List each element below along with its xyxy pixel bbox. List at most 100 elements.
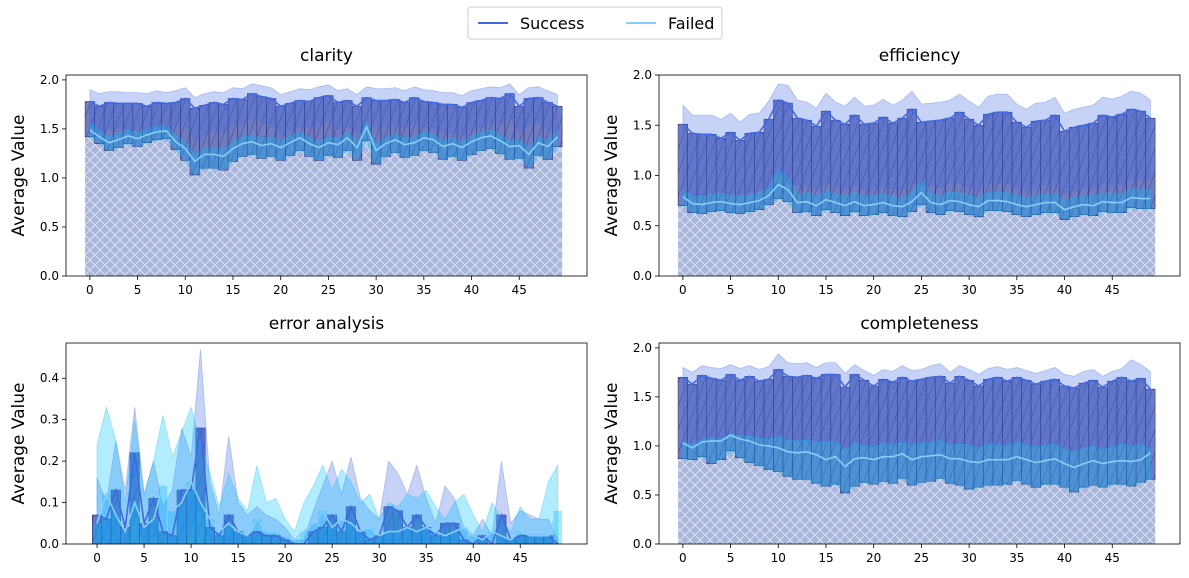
success-bar-hatch [101, 519, 112, 544]
failed-bar [365, 527, 374, 544]
success-bar-hatch [419, 101, 429, 151]
x-tick-label: 30 [961, 551, 976, 565]
success-bar-hatch [993, 377, 1003, 486]
success-bar-hatch [323, 95, 334, 156]
y-tick-label: 0.2 [40, 454, 59, 468]
y-tick-label: 2.0 [633, 341, 652, 355]
success-band [89, 83, 558, 141]
success-bar-hatch [346, 506, 356, 544]
failed-bar [431, 531, 440, 544]
success-bar-hatch [85, 101, 95, 137]
legend-frame [467, 6, 723, 40]
success-bar-hatch [1107, 381, 1117, 485]
success-bar-hatch [802, 120, 812, 212]
success-bar-hatch [1012, 377, 1022, 481]
success-bar-hatch [449, 523, 460, 544]
success-bar-hatch [308, 531, 318, 544]
y-tick-label: 1.5 [633, 390, 652, 404]
failed-bar [158, 486, 168, 544]
failed-bar [403, 527, 412, 544]
x-tick-label: 5 [727, 283, 735, 297]
failed-bar [393, 531, 403, 544]
success-bar-hatch [859, 380, 869, 483]
success-bar-hatch [1059, 386, 1070, 488]
failed-bar [177, 502, 186, 544]
success-bar-hatch [237, 99, 248, 157]
failed-line [682, 434, 1151, 469]
failed-bar [450, 531, 459, 544]
failed-bar [534, 535, 544, 544]
x-tick-label: 35 [416, 283, 431, 297]
success-bar-hatch [186, 490, 196, 544]
failed-bar [92, 523, 102, 544]
success-bar-hatch [983, 114, 993, 211]
x-tick-label: 35 [1009, 551, 1024, 565]
success-bar-hatch [1097, 115, 1108, 212]
success-bar-hatch [916, 122, 927, 205]
success-bar-hatch [792, 377, 803, 480]
success-bar-hatch [421, 527, 431, 544]
success-bar-hatch [907, 109, 917, 212]
success-bar-hatch [1107, 117, 1117, 213]
plot-area [677, 353, 1156, 544]
success-bar-hatch [242, 535, 253, 544]
success-bar-hatch [1050, 115, 1060, 213]
x-tick-label: 40 [1057, 551, 1072, 565]
failed-bar [516, 531, 525, 544]
success-bar-hatch [697, 134, 707, 214]
success-bar-hatch [926, 377, 936, 482]
success-bar-hatch [233, 531, 243, 544]
success-bar-hatch [888, 123, 898, 216]
success-bar-hatch [1021, 127, 1032, 217]
x-tick-label: 25 [914, 283, 929, 297]
success-bar-hatch [735, 380, 745, 458]
success-bar-hatch [195, 428, 206, 544]
x-tick-label: 15 [225, 283, 240, 297]
success-bar-hatch [440, 523, 450, 544]
success-bar-hatch [1145, 118, 1156, 209]
success-bar-hatch [504, 93, 515, 160]
y-tick-label: 0.0 [40, 537, 59, 551]
success-bar-hatch [383, 506, 394, 544]
failed-bar [544, 535, 553, 544]
success-bar-hatch [158, 531, 168, 544]
success-bar-hatch [318, 527, 328, 544]
success-bar-hatch [139, 523, 149, 544]
y-tick-label: 2.0 [40, 73, 59, 87]
success-bar-hatch [1050, 379, 1060, 485]
success-bar-hatch [1059, 131, 1070, 220]
success-line [682, 99, 1151, 142]
y-tick-label: 0.5 [633, 219, 652, 233]
chart-panel-clarity: 0 5 10 15 20 25 30 35 40 45 0.0 0.5 1.0 1.5 2.0 clarity… [9, 46, 588, 297]
success-bar-hatch [514, 106, 524, 159]
failed-bar [111, 515, 121, 544]
x-tick-label: 10 [771, 551, 786, 565]
success-bar-hatch [374, 535, 384, 544]
success-bar-hatch [973, 386, 984, 488]
success-bar-hatch [744, 376, 755, 463]
x-tick-label: 45 [1105, 283, 1120, 297]
failed-bar [149, 519, 158, 544]
success-bar-hatch [783, 376, 793, 477]
success-bar-hatch [706, 134, 717, 212]
success-band [682, 83, 1151, 197]
success-bar-hatch [868, 386, 879, 485]
success-bar-hatch [764, 119, 774, 205]
failed-bar [243, 535, 252, 544]
failed-bar [553, 510, 563, 544]
x-tick-label: 10 [178, 283, 193, 297]
success-bar-hatch [485, 97, 496, 149]
failed-bar [384, 531, 393, 544]
success-bar-hatch [256, 96, 267, 159]
success-bar-hatch [1126, 381, 1137, 487]
success-bar-hatch [697, 375, 707, 457]
failed-bar [487, 531, 497, 544]
success-bar-hatch [754, 132, 764, 210]
success-bar-hatch [314, 97, 324, 161]
success-bar-hatch [120, 527, 130, 544]
success-bar-hatch [199, 105, 210, 169]
legend-label-success: Success [520, 14, 584, 33]
success-bar-hatch [214, 535, 224, 544]
success-bar-hatch [132, 103, 143, 147]
legend-label-failed: Failed [668, 14, 714, 33]
